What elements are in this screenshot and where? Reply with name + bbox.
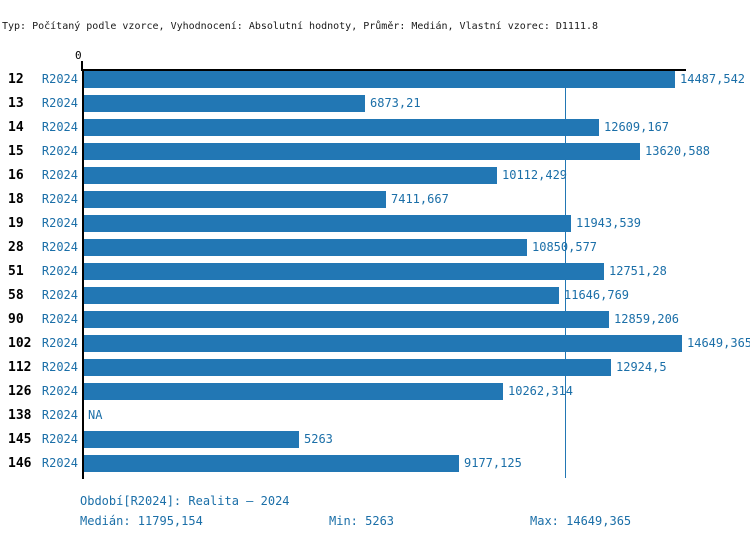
row-period-label: R2024 bbox=[41, 360, 78, 374]
footer-period-label: Období[R2024]: Realita – 2024 bbox=[80, 494, 290, 508]
row-period-label: R2024 bbox=[41, 288, 78, 302]
row-category-label: 146 bbox=[8, 456, 32, 471]
row-category-label: 18 bbox=[8, 192, 24, 207]
row-period-label: R2024 bbox=[41, 264, 78, 278]
row-period-label: R2024 bbox=[41, 96, 78, 110]
value-bar bbox=[84, 143, 640, 160]
bar-row: 90 R2024 12859,206 bbox=[0, 311, 750, 328]
row-category-label: 16 bbox=[8, 168, 24, 183]
row-period-label: R2024 bbox=[41, 216, 78, 230]
row-period-label: R2024 bbox=[41, 240, 78, 254]
chart-title: Typ: Počítaný podle vzorce, Vyhodnocení:… bbox=[2, 21, 599, 32]
row-category-label: 19 bbox=[8, 216, 24, 231]
footer-median-label: Medián: 11795,154 bbox=[80, 514, 203, 528]
y-axis-line bbox=[82, 69, 84, 479]
bar-row: 14 R2024 12609,167 bbox=[0, 119, 750, 136]
row-period-label: R2024 bbox=[41, 384, 78, 398]
bar-row: 15 R2024 13620,588 bbox=[0, 143, 750, 160]
bar-value-label: 14487,542 bbox=[680, 72, 746, 86]
bar-value-label: 12924,5 bbox=[616, 360, 667, 374]
row-category-label: 28 bbox=[8, 240, 24, 255]
bar-row: 13 R2024 6873,21 bbox=[0, 95, 750, 112]
value-bar bbox=[84, 287, 559, 304]
row-period-label: R2024 bbox=[41, 432, 78, 446]
bar-row: 28 R2024 10850,577 bbox=[0, 239, 750, 256]
value-bar bbox=[84, 431, 299, 448]
x-axis-line bbox=[82, 69, 686, 71]
bar-value-label: 11943,539 bbox=[576, 216, 642, 230]
row-period-label: R2024 bbox=[41, 120, 78, 134]
row-category-label: 126 bbox=[8, 384, 32, 399]
row-category-label: 15 bbox=[8, 144, 24, 159]
row-period-label: R2024 bbox=[41, 168, 78, 182]
bar-value-label: 9177,125 bbox=[464, 456, 522, 470]
bar-row: 138 R2024 NA bbox=[0, 407, 750, 424]
row-category-label: 102 bbox=[8, 336, 32, 351]
row-period-label: R2024 bbox=[41, 192, 78, 206]
row-category-label: 13 bbox=[8, 96, 24, 111]
bar-value-label: 6873,21 bbox=[370, 96, 421, 110]
bar-row: 112 R2024 12924,5 bbox=[0, 359, 750, 376]
value-bar bbox=[84, 71, 675, 88]
row-category-label: 51 bbox=[8, 264, 24, 279]
value-bar bbox=[84, 191, 386, 208]
row-category-label: 90 bbox=[8, 312, 24, 327]
value-bar bbox=[84, 95, 365, 112]
row-period-label: R2024 bbox=[41, 72, 78, 86]
bar-value-label: 11646,769 bbox=[564, 288, 630, 302]
value-bar bbox=[84, 239, 527, 256]
value-bar bbox=[84, 311, 609, 328]
bar-value-label: 10262,314 bbox=[508, 384, 574, 398]
row-category-label: 138 bbox=[8, 408, 32, 423]
row-period-label: R2024 bbox=[41, 456, 78, 470]
row-category-label: 112 bbox=[8, 360, 32, 375]
bar-row: 16 R2024 10112,429 bbox=[0, 167, 750, 184]
bar-row: 126 R2024 10262,314 bbox=[0, 383, 750, 400]
value-bar bbox=[84, 359, 611, 376]
row-category-label: 14 bbox=[8, 120, 24, 135]
bar-value-label: 10850,577 bbox=[532, 240, 598, 254]
bar-value-label: 12751,28 bbox=[609, 264, 667, 278]
row-category-label: 12 bbox=[8, 72, 24, 87]
bar-row: 146 R2024 9177,125 bbox=[0, 455, 750, 472]
value-bar bbox=[84, 167, 497, 184]
value-bar bbox=[84, 215, 571, 232]
bar-row: 19 R2024 11943,539 bbox=[0, 215, 750, 232]
x-axis-tick-label-zero: 0 bbox=[75, 49, 82, 62]
bar-row: 102 R2024 14649,365 bbox=[0, 335, 750, 352]
row-period-label: R2024 bbox=[41, 408, 78, 422]
row-category-label: 58 bbox=[8, 288, 24, 303]
value-bar bbox=[84, 455, 459, 472]
value-bar bbox=[84, 335, 682, 352]
row-category-label: 145 bbox=[8, 432, 32, 447]
bar-value-label: NA bbox=[88, 408, 103, 422]
bar-value-label: 12859,206 bbox=[614, 312, 680, 326]
footer-min-label: Min: 5263 bbox=[329, 514, 395, 528]
bar-value-label: 7411,667 bbox=[391, 192, 449, 206]
bar-row: 18 R2024 7411,667 bbox=[0, 191, 750, 208]
row-period-label: R2024 bbox=[41, 336, 78, 350]
bar-row: 12 R2024 14487,542 bbox=[0, 71, 750, 88]
bar-value-label: 12609,167 bbox=[604, 120, 670, 134]
value-bar bbox=[84, 119, 599, 136]
footer-max-label: Max: 14649,365 bbox=[530, 514, 632, 528]
x-axis-tick-mark bbox=[81, 61, 83, 71]
bar-row: 58 R2024 11646,769 bbox=[0, 287, 750, 304]
value-bar bbox=[84, 263, 604, 280]
bar-value-label: 13620,588 bbox=[645, 144, 711, 158]
row-period-label: R2024 bbox=[41, 144, 78, 158]
value-bar bbox=[84, 383, 503, 400]
row-period-label: R2024 bbox=[41, 312, 78, 326]
bar-row: 51 R2024 12751,28 bbox=[0, 263, 750, 280]
bar-value-label: 5263 bbox=[304, 432, 333, 446]
bar-value-label: 14649,365 bbox=[687, 336, 750, 350]
bar-value-label: 10112,429 bbox=[502, 168, 568, 182]
bar-row: 145 R2024 5263 bbox=[0, 431, 750, 448]
